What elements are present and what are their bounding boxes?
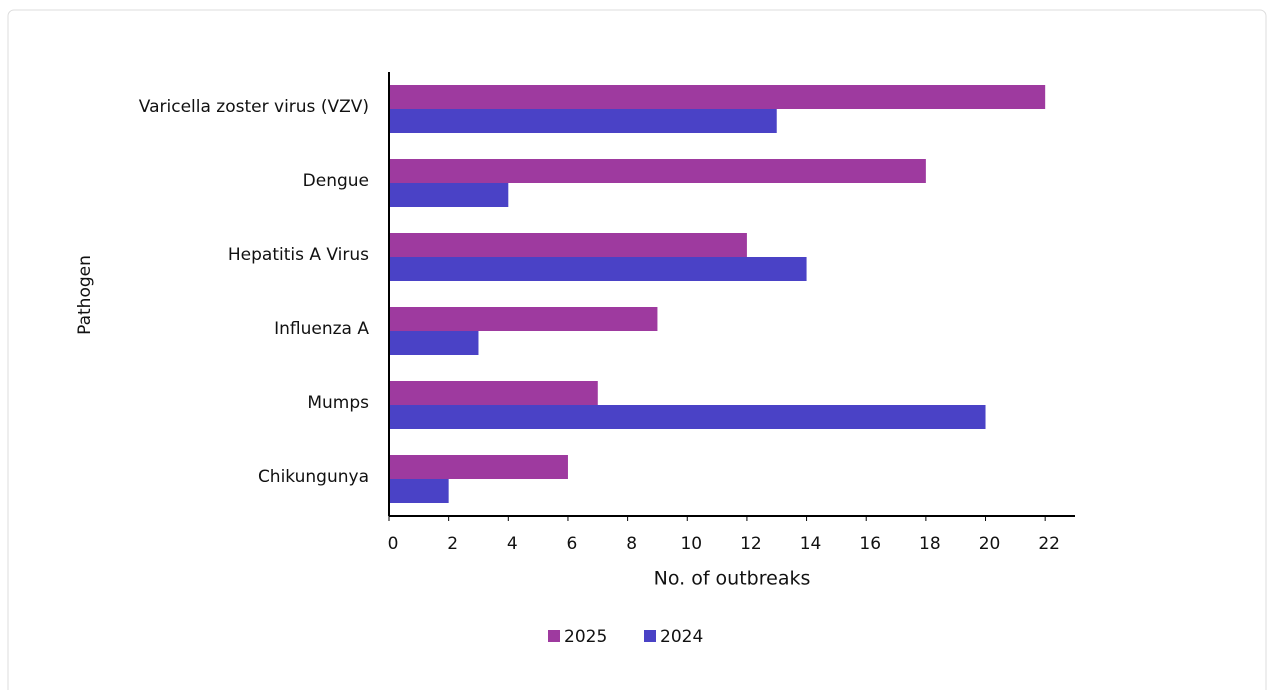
x-tick-label: 2 xyxy=(447,534,458,554)
x-tick-label: 16 xyxy=(859,534,881,554)
x-tick-label: 18 xyxy=(919,534,941,554)
bar xyxy=(389,109,777,133)
bar xyxy=(389,331,479,355)
x-tick-label: 8 xyxy=(626,534,637,554)
y-axis-title: Pathogen xyxy=(75,255,95,335)
bar xyxy=(389,159,926,183)
x-tick-label: 22 xyxy=(1038,534,1060,554)
legend-label: 2025 xyxy=(564,627,607,647)
bar xyxy=(389,183,509,207)
x-tick-label: 14 xyxy=(800,534,822,554)
bar xyxy=(389,85,1046,109)
bar xyxy=(389,307,658,331)
bar xyxy=(389,233,747,257)
x-tick-label: 10 xyxy=(680,534,702,554)
x-tick-label: 20 xyxy=(979,534,1001,554)
bar xyxy=(389,405,986,429)
x-tick-label: 0 xyxy=(388,534,399,554)
bar xyxy=(389,381,598,405)
y-tick-label: Dengue xyxy=(303,171,369,191)
legend-label: 2024 xyxy=(660,627,703,647)
legend-swatch xyxy=(548,630,560,642)
bar xyxy=(389,455,568,479)
y-tick-label: Hepatitis A Virus xyxy=(228,245,369,265)
y-tick-label: Chikungunya xyxy=(258,467,369,487)
x-axis-title: No. of outbreaks xyxy=(654,568,811,590)
x-tick-label: 6 xyxy=(567,534,578,554)
bar xyxy=(389,257,807,281)
y-tick-label: Influenza A xyxy=(274,319,369,339)
legend-swatch xyxy=(644,630,656,642)
y-tick-label: Varicella zoster virus (VZV) xyxy=(139,97,369,117)
x-tick-label: 12 xyxy=(740,534,762,554)
x-tick-label: 4 xyxy=(507,534,518,554)
y-tick-label: Mumps xyxy=(307,393,369,413)
card xyxy=(7,9,1267,694)
bar xyxy=(389,479,449,503)
